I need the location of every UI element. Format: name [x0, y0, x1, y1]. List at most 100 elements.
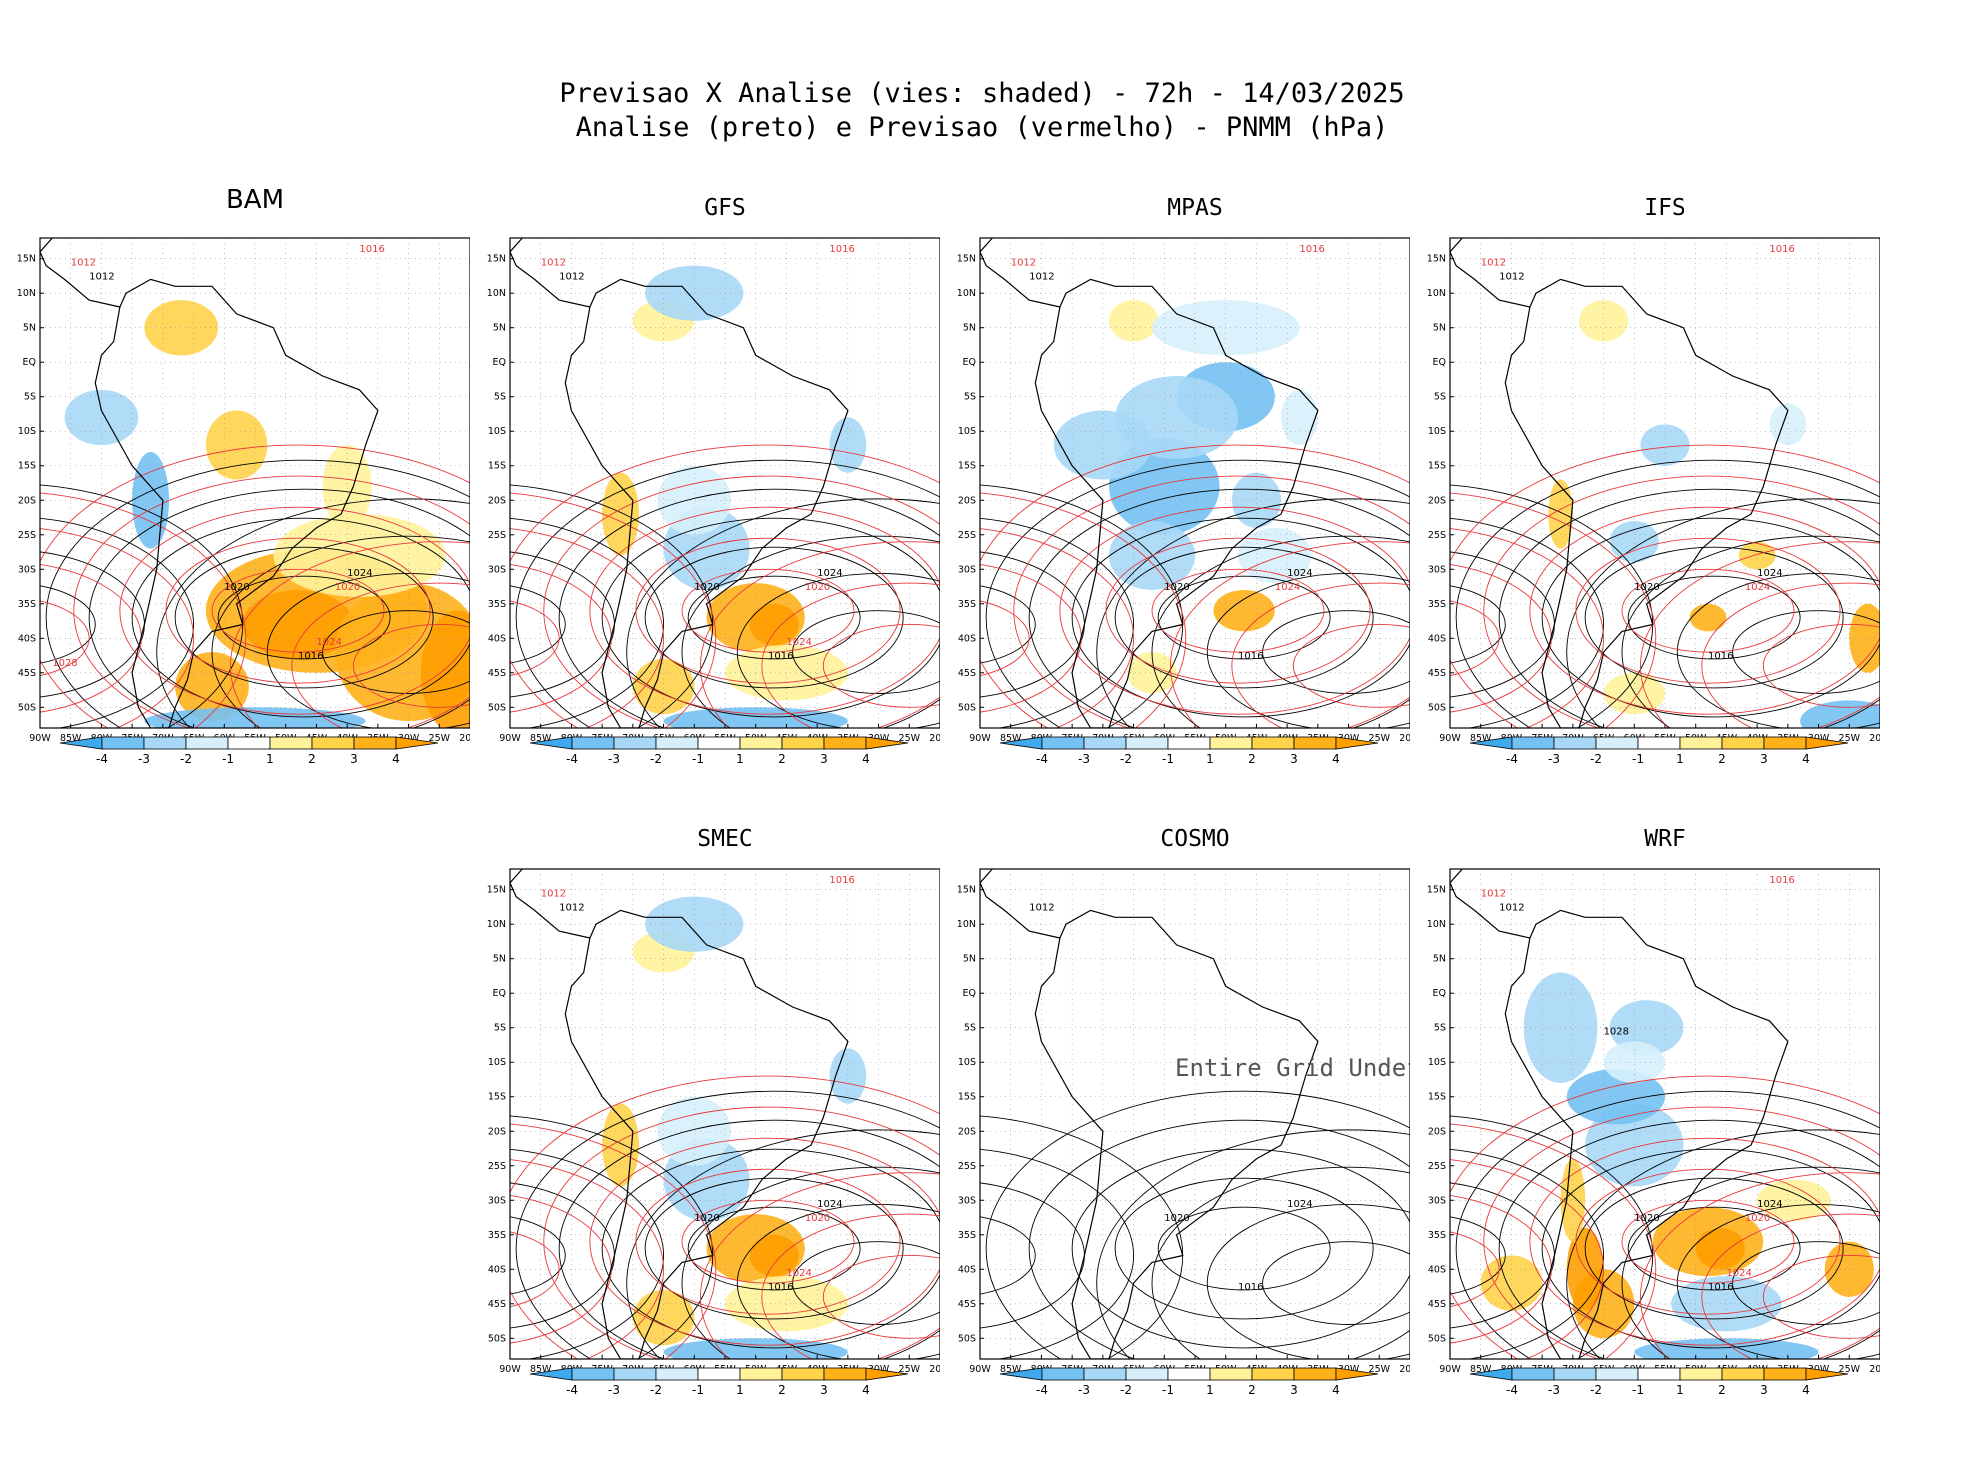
- colorbar: -4 -3 -2 -1 1 2 3 4: [59, 736, 439, 766]
- contour-line: [681, 1199, 855, 1284]
- colorbar-label: 2: [778, 1383, 786, 1397]
- colorbar-label: -4: [566, 752, 578, 766]
- contour-line: [543, 1106, 940, 1359]
- colorbar-segment: [269, 736, 313, 750]
- bias-shading: [1689, 603, 1727, 632]
- lat-tick-label: 20S: [1428, 495, 1446, 506]
- lat-tick-label: 45S: [1428, 1299, 1446, 1310]
- colorbar-label: 4: [1332, 1383, 1340, 1397]
- contour-line: [1498, 1119, 1880, 1359]
- contour-line: [1455, 1090, 1880, 1359]
- colorbar-segment: [655, 1367, 699, 1381]
- panel-title: BAM: [225, 185, 285, 215]
- colorbar: -4 -3 -2 -1 1 2 3 4: [529, 1367, 909, 1397]
- colorbar-label: 1: [736, 1383, 744, 1397]
- contour-line: [736, 572, 940, 728]
- contour-line: [761, 1213, 940, 1359]
- coastline: [980, 869, 1061, 939]
- lat-tick-label: 40S: [958, 633, 976, 644]
- colorbar-label: 3: [820, 1383, 828, 1397]
- panel-ifs: IFS 1012 1016 1020 1024 1012 1016 1024 15N 10N 5N E…: [1410, 195, 1880, 835]
- colorbar-label: -3: [1078, 1383, 1090, 1397]
- colorbar-segment: [353, 736, 397, 750]
- colorbar-segment: [1679, 736, 1723, 750]
- coastline: [40, 238, 121, 308]
- lat-tick-label: 40S: [958, 1264, 976, 1275]
- contour-line: [1151, 568, 1325, 653]
- colorbar-segment: [1209, 1367, 1253, 1381]
- contour-line: [322, 610, 470, 694]
- lat-tick-label: 40S: [1428, 633, 1446, 644]
- colorbar-arrow-left: [999, 736, 1043, 750]
- lon-tick-label: 20W: [1399, 1364, 1410, 1375]
- lon-tick-label: 25W: [1839, 1364, 1861, 1375]
- colorbar-arrow-right: [1335, 1367, 1379, 1381]
- colorbar-segment: [739, 1367, 783, 1381]
- colorbar-label: 3: [1760, 1383, 1768, 1397]
- contour-line: [635, 537, 901, 684]
- contour-line: [980, 528, 1134, 728]
- lat-tick-label: 15N: [957, 254, 976, 265]
- colorbar-label: -3: [1078, 752, 1090, 766]
- colorbar-segment: [613, 736, 657, 750]
- lon-tick-label: 25W: [899, 733, 921, 744]
- analysis-contour-label: 1012: [1499, 902, 1524, 913]
- bias-shading: [829, 1048, 867, 1104]
- contour-line: [1450, 444, 1880, 728]
- panel-title: WRF: [1644, 826, 1686, 852]
- colorbar-segment: [697, 736, 741, 750]
- bias-shading: [1213, 589, 1275, 632]
- colorbar-segment: [1041, 1367, 1085, 1381]
- panel-title: SMEC: [697, 826, 753, 852]
- lat-tick-label: 10N: [1427, 288, 1446, 299]
- lon-tick-label: 90W: [969, 1364, 991, 1375]
- lat-tick-label: EQ: [493, 988, 506, 999]
- lat-tick-label: 20S: [1428, 1126, 1446, 1137]
- colorbar-label: -3: [138, 752, 150, 766]
- contour-line: [1071, 517, 1410, 718]
- lon-tick-label: 85W: [60, 733, 82, 744]
- forecast-contour-label: 1012: [1481, 889, 1506, 900]
- contour-line: [1732, 1241, 1880, 1325]
- analysis-contour-label: 1028: [1604, 1027, 1629, 1038]
- contour-line: [1450, 600, 1500, 677]
- contour-line: [1157, 1206, 1331, 1291]
- forecast-contour-label: 1024: [786, 1268, 811, 1279]
- colorbar-arrow-right: [395, 736, 439, 750]
- lat-tick-label: 30S: [488, 1195, 506, 1206]
- contour-line: [1450, 1148, 1604, 1359]
- lat-tick-label: 15S: [958, 461, 976, 472]
- contour-line: [681, 535, 940, 728]
- lat-tick-label: 10S: [958, 426, 976, 437]
- coastline: [1504, 278, 1789, 728]
- contour-line: [510, 1075, 940, 1359]
- colorbar-segment: [1763, 736, 1807, 750]
- panel-title: IFS: [1644, 195, 1686, 221]
- lat-tick-label: 40S: [1428, 1264, 1446, 1275]
- lat-tick-label: 15N: [957, 885, 976, 896]
- lat-tick-label: 10S: [1428, 1057, 1446, 1068]
- forecast-contour-label: 1024: [1726, 1268, 1751, 1279]
- panel-bam: BAM 1012 1016 1020 1024 1012 1016 1020 1024 1028 1…: [0, 185, 470, 835]
- contour-line: [558, 488, 940, 728]
- lon-tick-label: 90W: [1439, 733, 1461, 744]
- colorbar-segment: [739, 736, 783, 750]
- colorbar-segment: [697, 1367, 741, 1381]
- contour-line: [1028, 488, 1410, 728]
- lat-tick-label: 30S: [958, 1195, 976, 1206]
- lon-tick-label: 20W: [459, 733, 470, 744]
- colorbar-segment: [1763, 1367, 1807, 1381]
- lat-tick-label: 5S: [494, 392, 506, 403]
- contour-line: [88, 488, 470, 728]
- lat-tick-label: 15N: [487, 254, 506, 265]
- analysis-contour-label: 1012: [1499, 271, 1524, 282]
- bias-shading: [1695, 1227, 1745, 1270]
- contour-line: [1262, 1241, 1410, 1325]
- lat-tick-label: 45S: [488, 668, 506, 679]
- contour-line: [1450, 528, 1604, 728]
- contour-line: [687, 575, 861, 660]
- contour-line: [211, 568, 385, 653]
- analysis-contour-label: 1024: [817, 1199, 842, 1210]
- contour-line: [700, 1172, 940, 1359]
- forecast-contour-label: 1016: [359, 244, 384, 255]
